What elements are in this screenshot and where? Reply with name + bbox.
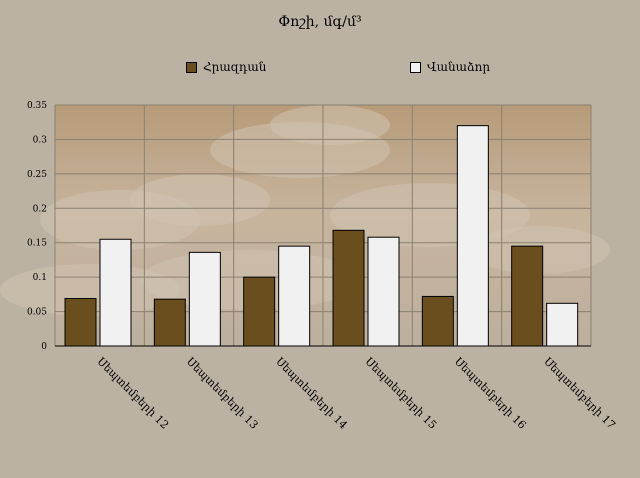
x-tick-label-2: Սեպտեմբերի 14 xyxy=(273,355,350,432)
y-tick-label-3: 0.15 xyxy=(27,239,47,249)
bar-series1-cat5 xyxy=(546,302,579,347)
legend-label-vanadzor: Վանաձոր xyxy=(427,60,491,74)
x-tick-label-5: Սեպտեմբերի 17 xyxy=(541,355,618,432)
cloud-shape-3 xyxy=(270,105,390,145)
cloud-shape-1 xyxy=(130,174,270,226)
legend-label-hrazdan: Հրազդան xyxy=(203,60,267,74)
legend: Հրազդան Վանաձոր xyxy=(0,60,640,80)
chart-title: Փոշի, մգ/մ³ xyxy=(278,14,362,30)
bar-series1-cat1 xyxy=(188,251,221,347)
bar-series0-cat1 xyxy=(153,298,186,347)
y-tick-label-0: 0 xyxy=(41,342,47,352)
y-tick-label-2: 0.1 xyxy=(33,273,47,283)
x-tick-label-0: Սեպտեմբերի 12 xyxy=(95,355,172,432)
bar-series0-cat3 xyxy=(332,229,365,347)
x-tick-label-1: Սեպտեմբերի 13 xyxy=(184,355,261,432)
bar-series0-cat5 xyxy=(511,245,544,347)
bar-series1-cat0 xyxy=(99,238,132,347)
y-tick-label-6: 0.3 xyxy=(33,135,48,145)
x-tick-label-4: Սեպտեմբերի 16 xyxy=(452,355,529,432)
legend-item-vanadzor: Վանաձոր xyxy=(410,60,490,74)
bar-series1-cat3 xyxy=(367,236,400,347)
bar-series1-cat4 xyxy=(456,125,489,347)
y-tick-label-5: 0.25 xyxy=(27,170,47,180)
bar-series1-cat2 xyxy=(278,245,311,347)
x-tick-label-3: Սեպտեմբերի 15 xyxy=(363,355,440,432)
y-tick-label-7: 0.35 xyxy=(27,101,47,111)
y-tick-label-4: 0.2 xyxy=(33,204,47,214)
bar-series0-cat0 xyxy=(64,297,97,347)
bar-series0-cat4 xyxy=(421,295,454,347)
bar-series0-cat2 xyxy=(243,276,276,347)
legend-swatch-hrazdan xyxy=(186,61,197,73)
legend-item-hrazdan: Հրազդան xyxy=(186,60,266,74)
legend-swatch-vanadzor xyxy=(410,61,421,73)
y-tick-label-1: 0.05 xyxy=(27,308,47,318)
